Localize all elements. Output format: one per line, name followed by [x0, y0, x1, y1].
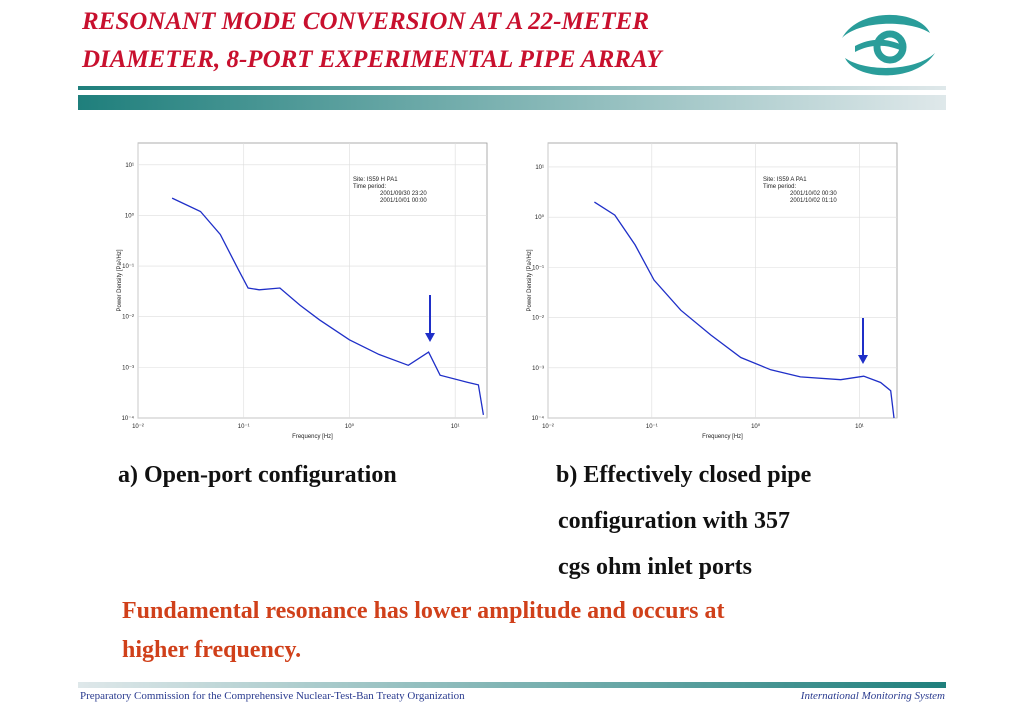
x-tick-label: 10⁻² [132, 424, 144, 430]
plot-area [137, 142, 488, 419]
title-line: DIAMETER, 8-PORT EXPERIMENTAL PIPE ARRAY [82, 46, 662, 73]
y-tick-label: 10⁻² [532, 316, 544, 322]
y-tick-label: 10¹ [535, 165, 544, 171]
annotation: Time period: [353, 184, 386, 190]
annotation: 2001/10/01 00:00 [380, 198, 427, 204]
footer-bar [78, 682, 946, 688]
annotation: Site: IS59 H PA1 [353, 177, 398, 183]
caption: a) Open-port configuration [118, 462, 397, 488]
caption: cgs ohm inlet ports [558, 554, 752, 580]
y-tick-label: 10¹ [125, 163, 134, 169]
arrow-head [858, 355, 868, 364]
annotation: 2001/09/30 23:20 [380, 191, 427, 197]
y-tick-label: 10⁻¹ [122, 264, 134, 270]
plot-area [547, 142, 898, 419]
x-tick-label: 10⁻² [542, 424, 554, 430]
spectrum-line [594, 201, 895, 419]
x-tick-label: 10⁰ [751, 423, 761, 430]
spectrum-chart: 10⁻² 10⁻¹ 10⁰ 10¹ 10⁻⁴ 10⁻³ 10⁻² 10⁻¹ 10⁰ 10¹ Freq… [527, 142, 898, 440]
x-axis-label: Frequency [Hz] [292, 434, 333, 440]
y-axis-label: Power Density [Pa²/Hz] [527, 249, 533, 311]
caption: b) Effectively closed pipe [556, 462, 812, 488]
annotation: Time period: [763, 184, 796, 190]
logo [842, 14, 935, 76]
header-bar [78, 86, 946, 110]
annotation: 2001/10/02 00:30 [790, 191, 837, 197]
x-tick-label: 10⁰ [345, 423, 355, 430]
x-axis-label: Frequency [Hz] [702, 434, 743, 440]
footer-left: Preparatory Commission for the Comprehen… [80, 690, 465, 702]
y-tick-label: 10⁻⁴ [532, 415, 545, 422]
annotation: 2001/10/02 01:10 [790, 198, 837, 204]
y-tick-label: 10⁰ [535, 214, 545, 221]
spectrum-line [171, 197, 485, 416]
y-tick-label: 10⁻⁴ [122, 415, 135, 422]
y-tick-label: 10⁻¹ [532, 265, 544, 271]
y-tick-label: 10⁰ [125, 212, 135, 219]
annotation: Site: IS59 A PA1 [763, 177, 807, 183]
x-tick-label: 10¹ [451, 424, 460, 430]
caption: configuration with 357 [558, 508, 791, 534]
x-tick-label: 10¹ [855, 424, 864, 430]
y-tick-label: 10⁻³ [532, 366, 544, 372]
x-tick-label: 10⁻¹ [646, 424, 658, 430]
conclusion: Fundamental resonance has lower amplitud… [122, 598, 725, 624]
arrow-head [425, 333, 435, 342]
conclusion: higher frequency. [122, 637, 302, 663]
y-tick-label: 10⁻² [122, 315, 134, 321]
y-tick-label: 10⁻³ [122, 365, 134, 371]
spectrum-chart: 10⁻² 10⁻¹ 10⁰ 10¹ 10⁻⁴ 10⁻³ 10⁻² 10⁻¹ 10⁰ 10¹ Freq… [117, 142, 488, 440]
x-tick-label: 10⁻¹ [238, 424, 250, 430]
footer-right: International Monitoring System [800, 690, 945, 702]
title-line: RESONANT MODE CONVERSION AT A 22-METER [82, 8, 650, 35]
y-axis-label: Power Density [Pa²/Hz] [117, 249, 123, 311]
